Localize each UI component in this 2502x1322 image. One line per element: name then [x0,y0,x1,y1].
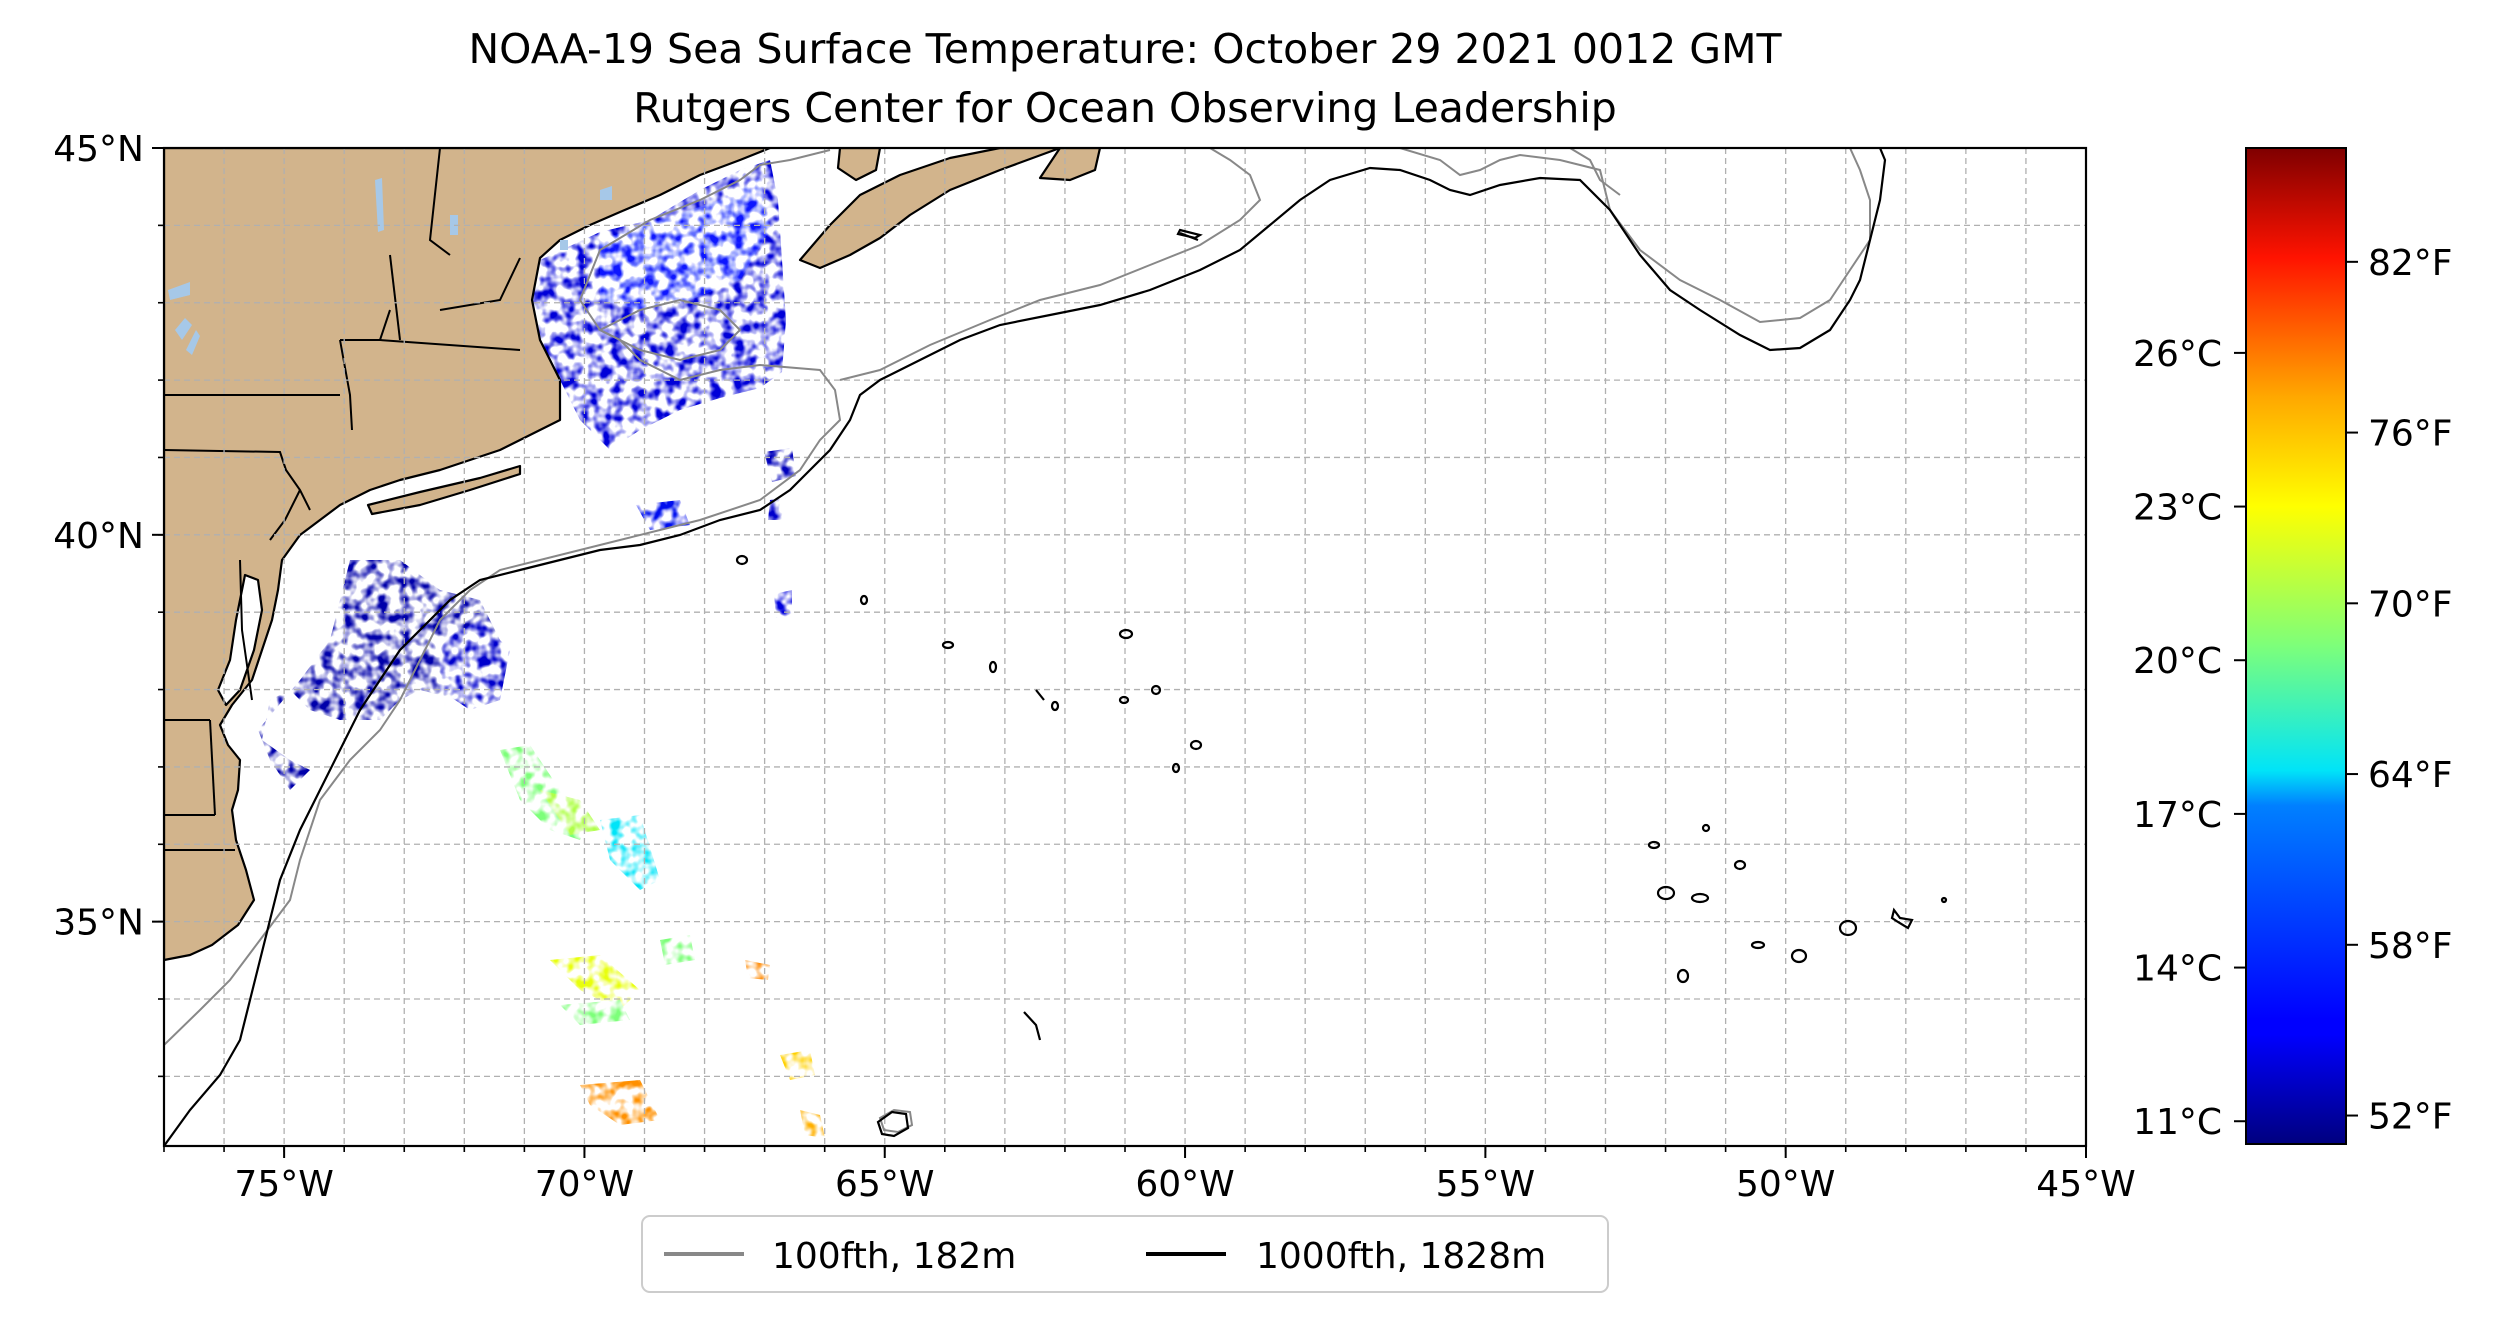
colorbar-label-f: 70°F [2368,584,2453,625]
colorbar-label-c: 11°C [2133,1102,2222,1143]
colorbar-label-c: 20°C [2133,641,2222,682]
contour-1000fth-bermuda [876,1110,910,1138]
contour-100fth-bermuda [878,1108,914,1134]
contour-1000fth-seamounts [735,231,1948,1041]
colorbar: 52°F 58°F 64°F 70°F 76°F 82°F 11°C 14°C 17°C 20°C… [2133,147,2453,1145]
legend-box [641,1215,1609,1293]
sst-patch-slope-1 [636,500,690,530]
sst-patch-warm-6 [580,1080,660,1125]
sst-patch-slope-2 [768,498,786,520]
contour-1000fth-main [164,148,1887,1146]
land-nova-scotia [798,148,1062,270]
legend-label-100fth: 100fth, 182m [772,1236,1016,1277]
map-panel [164,148,2086,1146]
sst-patch-mid-atlantic [258,560,500,790]
lake-small-2 [560,240,568,250]
lake-champlain [375,178,384,232]
sst-patch-shelf-edge [440,620,510,710]
lakes-layer [168,178,612,355]
colorbar-gradient [2245,147,2347,1145]
tick-label-lat: 40°N [53,516,144,557]
sst-patch-gulf-of-maine-deep [600,178,770,310]
contour-100fth-main [164,149,842,1046]
contour-100fth-laurentian [1399,148,1871,324]
legend: 100fth, 182m 1000fth, 1828m [641,1215,1609,1293]
tick-label-lon: 75°W [234,1164,333,1205]
state-borders [164,148,521,851]
title-line-2: Rutgers Center for Ocean Observing Leade… [633,84,1617,132]
colorbar-label-c: 26°C [2133,334,2222,375]
lake-ny-2 [175,318,192,340]
contour-1000fth [164,148,1948,1146]
tick-label-lon: 55°W [1436,1164,1535,1205]
tick-label-lon: 70°W [535,1164,634,1205]
sst-patch-warm-5 [560,1000,630,1025]
sst-patch-warm-8 [800,1110,825,1138]
lake-ny-1 [168,282,190,300]
map-axes: 75°W 70°W 65°W 60°W 55°W 50°W 45°W 45°N 40°N 35°N [53,129,2135,1205]
contour-100fth-scotian [839,148,1262,381]
colorbar-label-c: 23°C [2133,488,2222,529]
sst-patch-warm-7 [780,1050,815,1080]
map-gridlines [164,148,2086,1146]
tick-label-lat: 35°N [53,903,144,944]
colorbar-label-c: 17°C [2133,795,2222,836]
land-cape-breton [836,148,882,182]
contour-100fth-grand-banks [1569,148,1621,196]
colorbar-label-c: 14°C [2133,949,2222,990]
land-newfoundland-west [1038,148,1102,182]
lake-ny-3 [186,330,200,355]
colorbar-label-f: 58°F [2368,926,2453,967]
contour-100fth-gom-inner [597,298,742,362]
colorbar-label-f: 64°F [2368,755,2453,796]
land-layer [164,148,1102,962]
land-delmarva-inlet [216,573,264,707]
sst-patch-warm-9 [660,935,695,965]
tick-label-lon: 50°W [1736,1164,1835,1205]
sst-patch-warm-4 [550,955,640,1010]
contour-100fth [164,148,1871,1134]
colorbar-label-f: 82°F [2368,243,2453,284]
sst-patch-georges-east [764,448,796,482]
tick-label-lon: 60°W [1135,1164,1234,1205]
legend-label-1000fth: 1000fth, 1828m [1256,1236,1546,1277]
land-north-america [164,148,772,962]
tick-label-lon: 65°W [835,1164,934,1205]
colorbar-label-f: 52°F [2368,1097,2453,1138]
lake-small-3 [600,186,612,200]
title-line-1: NOAA-19 Sea Surface Temperature: October… [468,25,1782,73]
tick-label-lat: 45°N [53,129,144,170]
tick-label-lon: 45°W [2036,1164,2135,1205]
land-long-island [366,464,522,516]
sst-patch-warm-10 [745,960,770,980]
sst-patch-slope-3 [774,590,792,618]
colorbar-label-f: 76°F [2368,414,2453,455]
colorbar-ticks: 52°F 58°F 64°F 70°F 76°F 82°F 11°C 14°C 17°C 20°C… [2133,243,2452,1143]
